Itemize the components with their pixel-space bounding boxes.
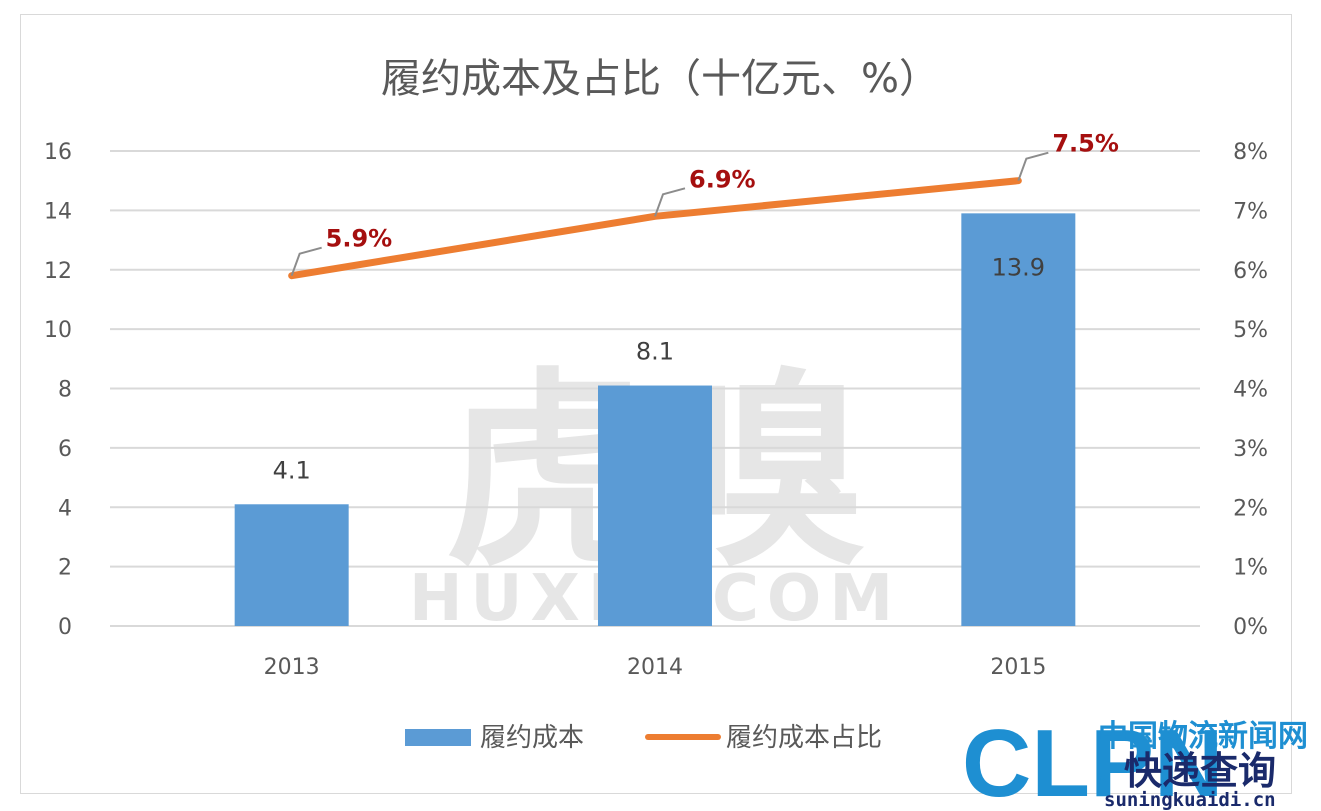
legend: 履约成本 履约成本占比 xyxy=(405,723,882,753)
leader-line xyxy=(654,187,686,217)
x-tick-label: 2014 xyxy=(627,655,683,680)
bar-value-label: 8.1 xyxy=(636,338,674,366)
logo-cn-top: 中国物流新闻网 xyxy=(1098,719,1308,754)
x-axis-ticks: 2013 2014 2015 xyxy=(264,655,1047,680)
bar-2014 xyxy=(598,385,712,626)
clpn-logo: CLPN 中国物流新闻网 快递查询 suningkuaidi.cn W xyxy=(962,710,1308,811)
bar-value-label: 13.9 xyxy=(992,253,1045,281)
line-value-label: 6.9% xyxy=(689,165,756,193)
right-tick-label: 4% xyxy=(1233,378,1268,403)
right-tick-label: 1% xyxy=(1233,556,1268,581)
logo-side: W xyxy=(1098,772,1107,788)
logo-url: suningkuaidi.cn xyxy=(1104,789,1276,811)
right-tick-label: 3% xyxy=(1233,437,1268,462)
line-value-label: 5.9% xyxy=(326,225,393,253)
left-tick-label: 16 xyxy=(44,140,72,165)
x-tick-label: 2013 xyxy=(264,655,320,680)
logo-clpn: CLPN xyxy=(962,710,1223,811)
right-tick-label: 7% xyxy=(1233,199,1268,224)
bar-value-label: 4.1 xyxy=(273,456,311,484)
bars xyxy=(234,213,1076,626)
legend-swatch-bar xyxy=(405,729,471,746)
left-tick-label: 6 xyxy=(58,437,72,462)
right-axis-ticks: 0% 1% 2% 3% 4% 5% 6% 7% 8% xyxy=(1233,140,1268,640)
chart-border xyxy=(20,14,1292,794)
left-tick-label: 8 xyxy=(58,378,72,403)
right-tick-label: 8% xyxy=(1233,140,1268,165)
left-tick-label: 2 xyxy=(58,556,72,581)
chart-title: 履约成本及占比（十亿元、%） xyxy=(381,56,939,102)
right-tick-label: 5% xyxy=(1233,318,1268,343)
legend-label-bar: 履约成本 xyxy=(480,723,584,753)
right-tick-label: 2% xyxy=(1233,496,1268,521)
x-tick-label: 2015 xyxy=(990,655,1046,680)
bar-labels: 4.1 8.1 13.9 xyxy=(273,253,1045,484)
legend-label-line: 履约成本占比 xyxy=(726,723,882,753)
line-series xyxy=(288,177,1022,280)
logo-cn-bottom: 快递查询 xyxy=(1124,749,1276,793)
line-path xyxy=(288,177,1022,280)
left-tick-label: 4 xyxy=(58,496,72,521)
line-value-label: 7.5% xyxy=(1052,130,1119,158)
leader-line xyxy=(290,246,322,277)
right-tick-label: 6% xyxy=(1233,259,1268,284)
bar-2013 xyxy=(234,504,349,626)
right-tick-label: 0% xyxy=(1233,615,1268,640)
bar-2015 xyxy=(961,213,1076,626)
leader-line xyxy=(1017,151,1049,182)
left-tick-label: 10 xyxy=(44,318,72,343)
line-labels: 5.9% 6.9% 7.5% xyxy=(290,130,1119,277)
left-tick-label: 14 xyxy=(44,199,72,224)
left-tick-label: 12 xyxy=(44,259,72,284)
left-tick-label: 0 xyxy=(58,615,72,640)
left-axis-ticks: 0 2 4 6 8 10 12 14 16 xyxy=(44,140,72,640)
